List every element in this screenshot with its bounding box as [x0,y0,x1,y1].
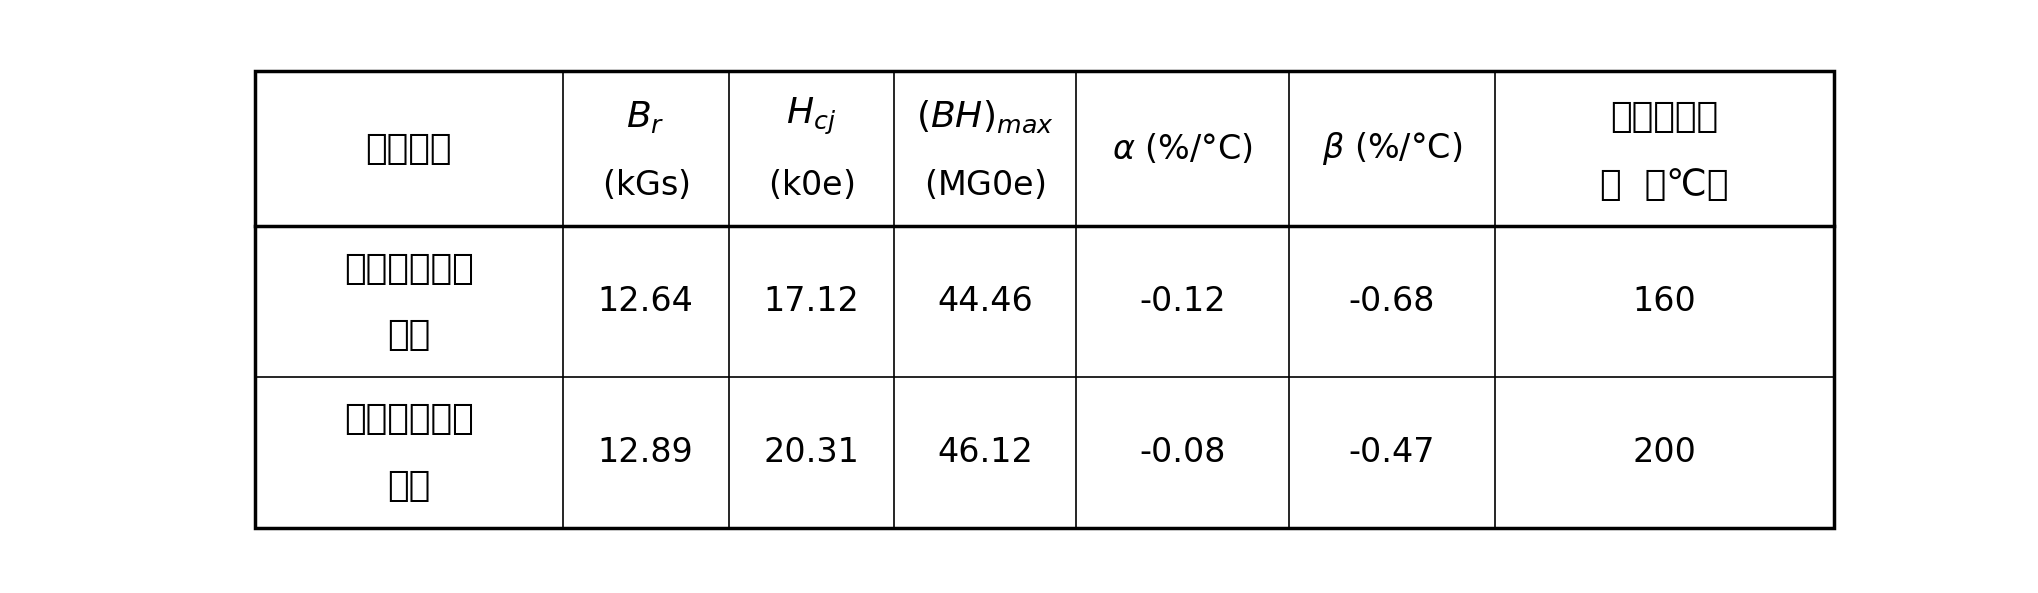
Text: 160: 160 [1632,285,1696,318]
Text: -0.08: -0.08 [1139,436,1227,469]
Text: 磁粉富锆溶剂: 磁粉富锆溶剂 [344,402,473,436]
Text: 修饰: 修饰 [387,468,430,503]
Text: $\alpha\ (\%/\degree\mathrm{C})$: $\alpha\ (\%/\degree\mathrm{C})$ [1113,132,1253,166]
Text: -0.12: -0.12 [1139,285,1227,318]
Text: $\mathrm{(k0e)}$: $\mathrm{(k0e)}$ [768,168,854,202]
Text: 度  （℃）: 度 （℃） [1600,168,1728,202]
Text: 46.12: 46.12 [937,436,1033,469]
Text: 44.46: 44.46 [937,285,1033,318]
Text: -0.68: -0.68 [1349,285,1435,318]
Text: $\beta\ (\%/\degree\mathrm{C})$: $\beta\ (\%/\degree\mathrm{C})$ [1323,130,1461,167]
Text: 合金元素内添: 合金元素内添 [344,251,473,286]
Text: 加锆: 加锆 [387,318,430,352]
Text: $\mathrm{(MG0e)}$: $\mathrm{(MG0e)}$ [925,168,1045,202]
Text: $\mathit{B}_{\mathit{r}}$: $\mathit{B}_{\mathit{r}}$ [626,99,664,135]
Text: 17.12: 17.12 [764,285,860,318]
Text: 最高工作温: 最高工作温 [1610,100,1718,134]
Text: 12.89: 12.89 [597,436,693,469]
Text: 200: 200 [1632,436,1696,469]
Text: $\mathrm{(kGs)}$: $\mathrm{(kGs)}$ [601,168,689,202]
Text: $\mathit{H}_{\mathit{cj}}$: $\mathit{H}_{\mathit{cj}}$ [787,96,836,138]
Text: 20.31: 20.31 [764,436,860,469]
Text: 制备工艺: 制备工艺 [365,132,452,166]
Text: -0.47: -0.47 [1349,436,1435,469]
Text: 12.64: 12.64 [597,285,693,318]
Text: $\mathit{(BH)}_{\mathit{max}}$: $\mathit{(BH)}_{\mathit{max}}$ [917,98,1054,135]
